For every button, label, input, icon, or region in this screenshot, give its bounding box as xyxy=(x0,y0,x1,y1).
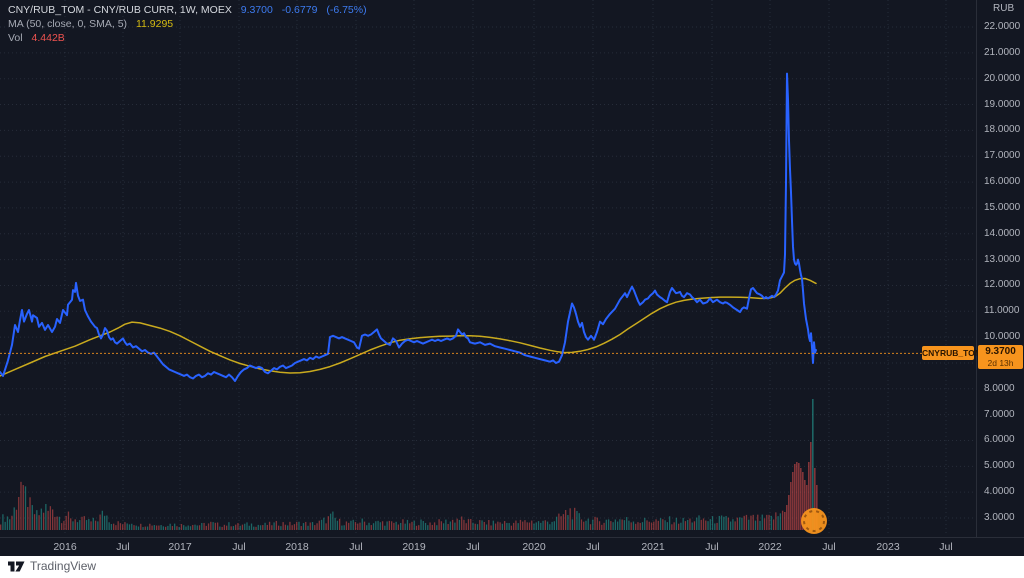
vol-value: 4.442B xyxy=(31,32,65,44)
time-tick-label: Jul xyxy=(232,541,246,553)
time-tick-label: Jul xyxy=(349,541,363,553)
vol-label: Vol xyxy=(8,32,23,44)
volume-bars xyxy=(0,399,818,530)
highlight-circle-marker[interactable] xyxy=(801,508,827,534)
legend-ma-row[interactable]: MA (50, close, 0, SMA, 5) 11.9295 xyxy=(8,17,367,31)
tradingview-attribution-link[interactable]: TradingView xyxy=(8,559,96,573)
time-tick-label: 2019 xyxy=(402,541,426,553)
bar-countdown: 2d 13h xyxy=(987,358,1014,368)
price-tick-label: 4.0000 xyxy=(984,486,1015,498)
time-tick-label: 2018 xyxy=(285,541,309,553)
price-tick-label: 21.0000 xyxy=(984,46,1021,58)
legend: CNY/RUB_TOM - CNY/RUB CURR, 1W, MOEX 9.3… xyxy=(8,3,367,45)
price-tick-label: 22.0000 xyxy=(984,21,1021,33)
price-tick-label: 10.0000 xyxy=(984,331,1021,343)
price-tick-label: 3.0000 xyxy=(984,512,1015,523)
price-tick-label: 19.0000 xyxy=(984,98,1021,110)
time-tick-label: Jul xyxy=(705,541,719,553)
time-tick-label: Jul xyxy=(822,541,836,553)
price-tick-label: 13.0000 xyxy=(984,253,1021,265)
symbol-title: CNY/RUB_TOM - CNY/RUB CURR, 1W, MOEX xyxy=(8,4,232,16)
price-tick-label: 20.0000 xyxy=(984,72,1021,84)
change-percent: (-6.75%) xyxy=(326,4,367,16)
price-tick-label: 6.0000 xyxy=(984,434,1015,446)
price-tick-label: 17.0000 xyxy=(984,150,1021,162)
time-tick-label: 2017 xyxy=(168,541,192,553)
tradingview-brand-text: TradingView xyxy=(30,559,97,573)
price-axis-unit-label: RUB xyxy=(993,3,1015,14)
price-tick-label: 5.0000 xyxy=(984,460,1015,472)
tradingview-logo-icon xyxy=(8,561,25,572)
main-chart-pane[interactable]: CNY/RUB_TOM - CNY/RUB CURR, 1W, MOEX 9.3… xyxy=(0,0,1024,536)
time-tick-label: Jul xyxy=(116,541,130,553)
price-chart-canvas[interactable] xyxy=(0,0,1024,536)
time-tick-label: 2022 xyxy=(758,541,782,553)
symbol-price-flag: CNYRUB_TOM xyxy=(922,346,982,360)
ma-value: 11.9295 xyxy=(135,18,174,30)
time-tick-label: 2023 xyxy=(876,541,900,553)
ma-label: MA (50, close, 0, SMA, 5) xyxy=(8,18,128,30)
chart-widget: CNY/RUB_TOM - CNY/RUB CURR, 1W, MOEX 9.3… xyxy=(0,0,1024,556)
price-tick-label: 12.0000 xyxy=(984,279,1021,291)
attribution-footer: TradingView xyxy=(0,555,1024,578)
line-series xyxy=(0,72,817,382)
time-tick-label: Jul xyxy=(466,541,480,553)
current-price-badge: 9.3700 2d 13h xyxy=(978,345,1023,369)
time-tick-label: Jul xyxy=(939,541,953,553)
price-axis[interactable]: RUB 22.0000 21.0000 20.0000 19.0000 18.0000 1… xyxy=(976,0,1024,537)
current-price-value: 9.3700 xyxy=(985,346,1016,357)
legend-volume-row[interactable]: Vol 4.442B xyxy=(8,31,367,45)
price-tick-label: 8.0000 xyxy=(984,382,1015,394)
time-tick-label: 2020 xyxy=(522,541,546,553)
price-tick-label: 15.0000 xyxy=(984,201,1021,213)
time-tick-label: Jul xyxy=(586,541,600,553)
time-tick-label: 2016 xyxy=(53,541,77,553)
price-tick-label: 7.0000 xyxy=(984,408,1015,420)
price-tick-label: 16.0000 xyxy=(984,176,1021,188)
legend-symbol-row[interactable]: CNY/RUB_TOM - CNY/RUB CURR, 1W, MOEX 9.3… xyxy=(8,3,367,17)
time-tick-label: 2021 xyxy=(641,541,665,553)
price-tick-label: 11.0000 xyxy=(984,305,1020,317)
last-price-value: 9.3700 xyxy=(240,4,273,16)
price-tick-label: 14.0000 xyxy=(984,227,1021,239)
change-value: -0.6779 xyxy=(281,4,318,16)
price-tick-label: 18.0000 xyxy=(984,124,1021,136)
grid xyxy=(0,0,976,536)
time-axis[interactable]: 2016 Jul 2017 Jul 2018 Jul 2019 Jul 2020 Jul 2021 J… xyxy=(0,537,1024,556)
